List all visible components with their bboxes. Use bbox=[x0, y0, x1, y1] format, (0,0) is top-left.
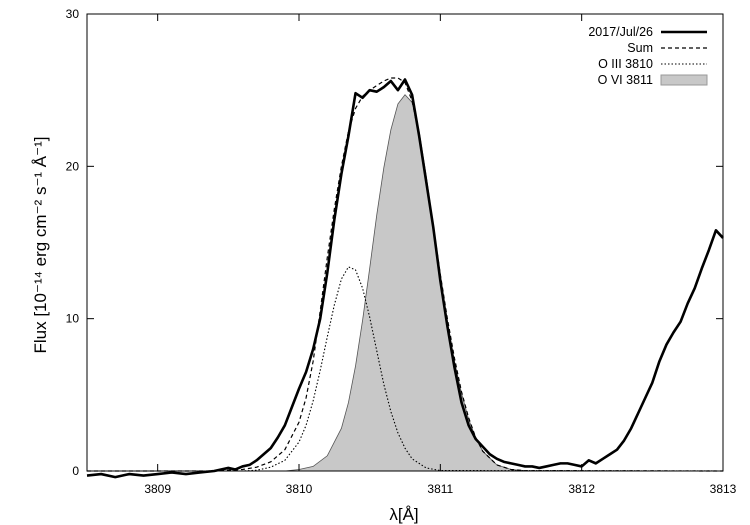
legend-label-sum: Sum bbox=[627, 41, 653, 55]
x-tick-label: 3810 bbox=[286, 482, 313, 496]
y-tick-label: 10 bbox=[66, 312, 80, 326]
y-tick-label: 30 bbox=[66, 7, 80, 21]
legend-swatch-o-vi-3811 bbox=[660, 74, 708, 86]
y-tick-label: 0 bbox=[72, 464, 79, 478]
axes-layer: 3809 3810 3811 3812 3813 0 10 20 30 bbox=[66, 7, 737, 496]
x-tick-label: 3813 bbox=[710, 482, 737, 496]
legend-label-o-vi-3811: O VI 3811 bbox=[598, 73, 653, 87]
y-axis-label: Flux [10⁻¹⁴ erg cm⁻² s⁻¹ Å⁻¹] bbox=[31, 137, 50, 354]
x-tick-label: 3811 bbox=[427, 482, 453, 496]
plot-frame bbox=[86, 13, 724, 472]
series-line-2017-jul-26 bbox=[86, 78, 724, 479]
legend-label-2017-jul-26: 2017/Jul/26 bbox=[588, 25, 653, 39]
x-axis-label: λ[Å] bbox=[389, 505, 418, 524]
series-line-o-iii-3810 bbox=[87, 266, 724, 472]
series-line-sum bbox=[87, 77, 724, 472]
x-tick-label: 3809 bbox=[144, 482, 171, 496]
legend: 2017/Jul/26 Sum O III 3810 O VI 3811 bbox=[588, 25, 708, 87]
x-tick-label: 3812 bbox=[568, 482, 595, 496]
series-layer bbox=[86, 77, 724, 479]
legend-label-o-iii-3810: O III 3810 bbox=[598, 57, 653, 71]
series-area-o-vi-3811 bbox=[87, 94, 723, 472]
y-tick-label: 20 bbox=[66, 159, 80, 173]
